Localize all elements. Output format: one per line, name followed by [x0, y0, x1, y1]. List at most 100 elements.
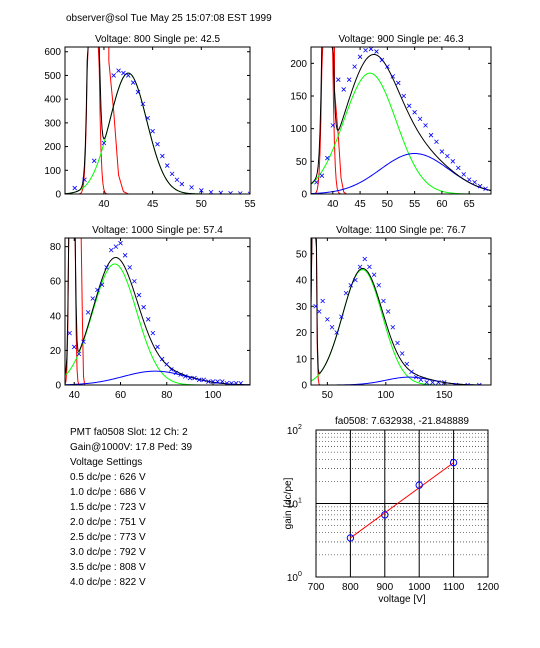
y-tick-label: 200 — [290, 59, 307, 70]
data-point — [173, 370, 179, 376]
x-tick-label: 80 — [161, 390, 173, 401]
x-tick-label: 40 — [69, 390, 81, 401]
y-tick-label: 20 — [296, 328, 308, 339]
pmt-info: PMT fa0508 Slot: 12 Ch: 2 — [70, 427, 188, 438]
x-tick-label: 40 — [327, 199, 339, 210]
data-point — [330, 123, 336, 128]
voltage-setting-item: 4.0 dc/pe : 822 V — [70, 577, 146, 588]
data-point — [169, 367, 174, 372]
data-point — [150, 128, 155, 134]
data-point — [477, 382, 482, 385]
axes-frame — [64, 46, 251, 195]
data-point — [174, 177, 180, 183]
data-point — [371, 272, 377, 278]
y-tick-label: 10 — [296, 354, 308, 365]
y-tick-exponent: 1 — [298, 498, 302, 505]
data-point — [135, 89, 141, 95]
data-point — [399, 351, 405, 356]
data-point — [187, 375, 193, 381]
y-tick-label: 500 — [44, 71, 61, 82]
panel-title: Voltage: 1100 Single pe: 76.7 — [336, 225, 466, 236]
data-point — [132, 278, 137, 284]
data-point — [374, 49, 379, 54]
data-point — [196, 377, 202, 383]
data-point — [450, 159, 456, 164]
data-point — [150, 330, 156, 336]
data-point — [113, 244, 119, 249]
data-point — [357, 54, 363, 60]
x-tick-label: 700 — [308, 582, 325, 593]
data-point — [385, 64, 390, 69]
plot-area — [65, 238, 250, 385]
x-tick-label: 800 — [342, 582, 359, 593]
x-tick-label: 900 — [376, 582, 393, 593]
data-point — [85, 310, 91, 315]
plot-area — [65, 47, 250, 194]
data-point — [228, 191, 233, 194]
data-point — [334, 330, 339, 335]
data-point — [95, 287, 100, 293]
x-axis-label: voltage [V] — [378, 594, 425, 605]
signal-fit-curve — [65, 72, 250, 194]
data-point — [208, 189, 214, 194]
data-point — [164, 163, 170, 168]
y-tick-label: 0 — [55, 190, 61, 201]
data-point — [104, 265, 109, 270]
pedestal-fit-curve — [65, 47, 250, 194]
histogram-panel: Voltage: 1100 Single pe: 76.7 50 100 150 0 10… — [296, 225, 492, 401]
data-point — [439, 149, 445, 154]
pedestal-fit-curve — [311, 47, 491, 194]
plot-area — [311, 238, 491, 385]
data-point — [122, 253, 128, 258]
page-header: observer@sol Tue May 25 15:07:08 EST 199… — [66, 13, 272, 24]
data-point — [395, 340, 400, 346]
x-tick-label: 150 — [436, 390, 453, 401]
data-point — [465, 382, 470, 385]
data-point — [90, 296, 96, 301]
data-point — [145, 316, 151, 322]
data-point — [343, 290, 349, 296]
data-point — [352, 64, 357, 69]
total-fit-curve — [65, 47, 250, 194]
data-point — [417, 116, 423, 122]
y-tick-label: 200 — [44, 142, 61, 153]
x-tick-label: 50 — [196, 199, 208, 210]
data-point — [118, 240, 123, 246]
gain-info: Gain@1000V: 17.8 Ped: 39 — [70, 442, 193, 453]
data-point — [145, 115, 151, 121]
data-point — [483, 186, 488, 192]
data-point — [477, 183, 483, 189]
x-tick-label: 45 — [355, 199, 367, 210]
x-tick-label: 50 — [322, 390, 334, 401]
voltage-setting-item: 1.5 dc/pe : 723 V — [70, 502, 146, 513]
data-point — [368, 47, 374, 52]
y-tick-label: 50 — [296, 157, 308, 168]
voltage-setting-item: 3.5 dc/pe : 808 V — [70, 562, 146, 573]
data-point — [428, 132, 434, 138]
y-tick-label: 10 — [287, 426, 299, 437]
data-point — [116, 68, 121, 73]
signal-fit-curve — [311, 268, 491, 385]
data-point — [159, 356, 165, 362]
gain-fit-line — [350, 462, 454, 539]
data-point — [140, 101, 146, 107]
data-point — [346, 77, 352, 82]
data-point — [72, 185, 78, 191]
histogram-panel: Voltage: 1000 Single pe: 57.4 40 60 80 100 0 2… — [50, 225, 251, 401]
data-point — [247, 191, 250, 194]
data-point — [155, 141, 160, 147]
axes-frame — [315, 429, 489, 578]
data-point — [130, 80, 136, 85]
data-point — [82, 177, 87, 183]
data-point — [215, 379, 220, 384]
data-point — [76, 351, 82, 357]
x-tick-label: 60 — [436, 199, 448, 210]
plot-area — [311, 47, 491, 194]
x-tick-label: 1000 — [408, 582, 431, 593]
data-point — [179, 181, 185, 187]
data-point — [341, 87, 347, 92]
data-point — [379, 57, 385, 63]
data-point — [466, 177, 472, 182]
gain-plot-title: fa0508: 7.632938, -21.848889 — [335, 416, 469, 427]
axes-frame — [310, 46, 492, 195]
